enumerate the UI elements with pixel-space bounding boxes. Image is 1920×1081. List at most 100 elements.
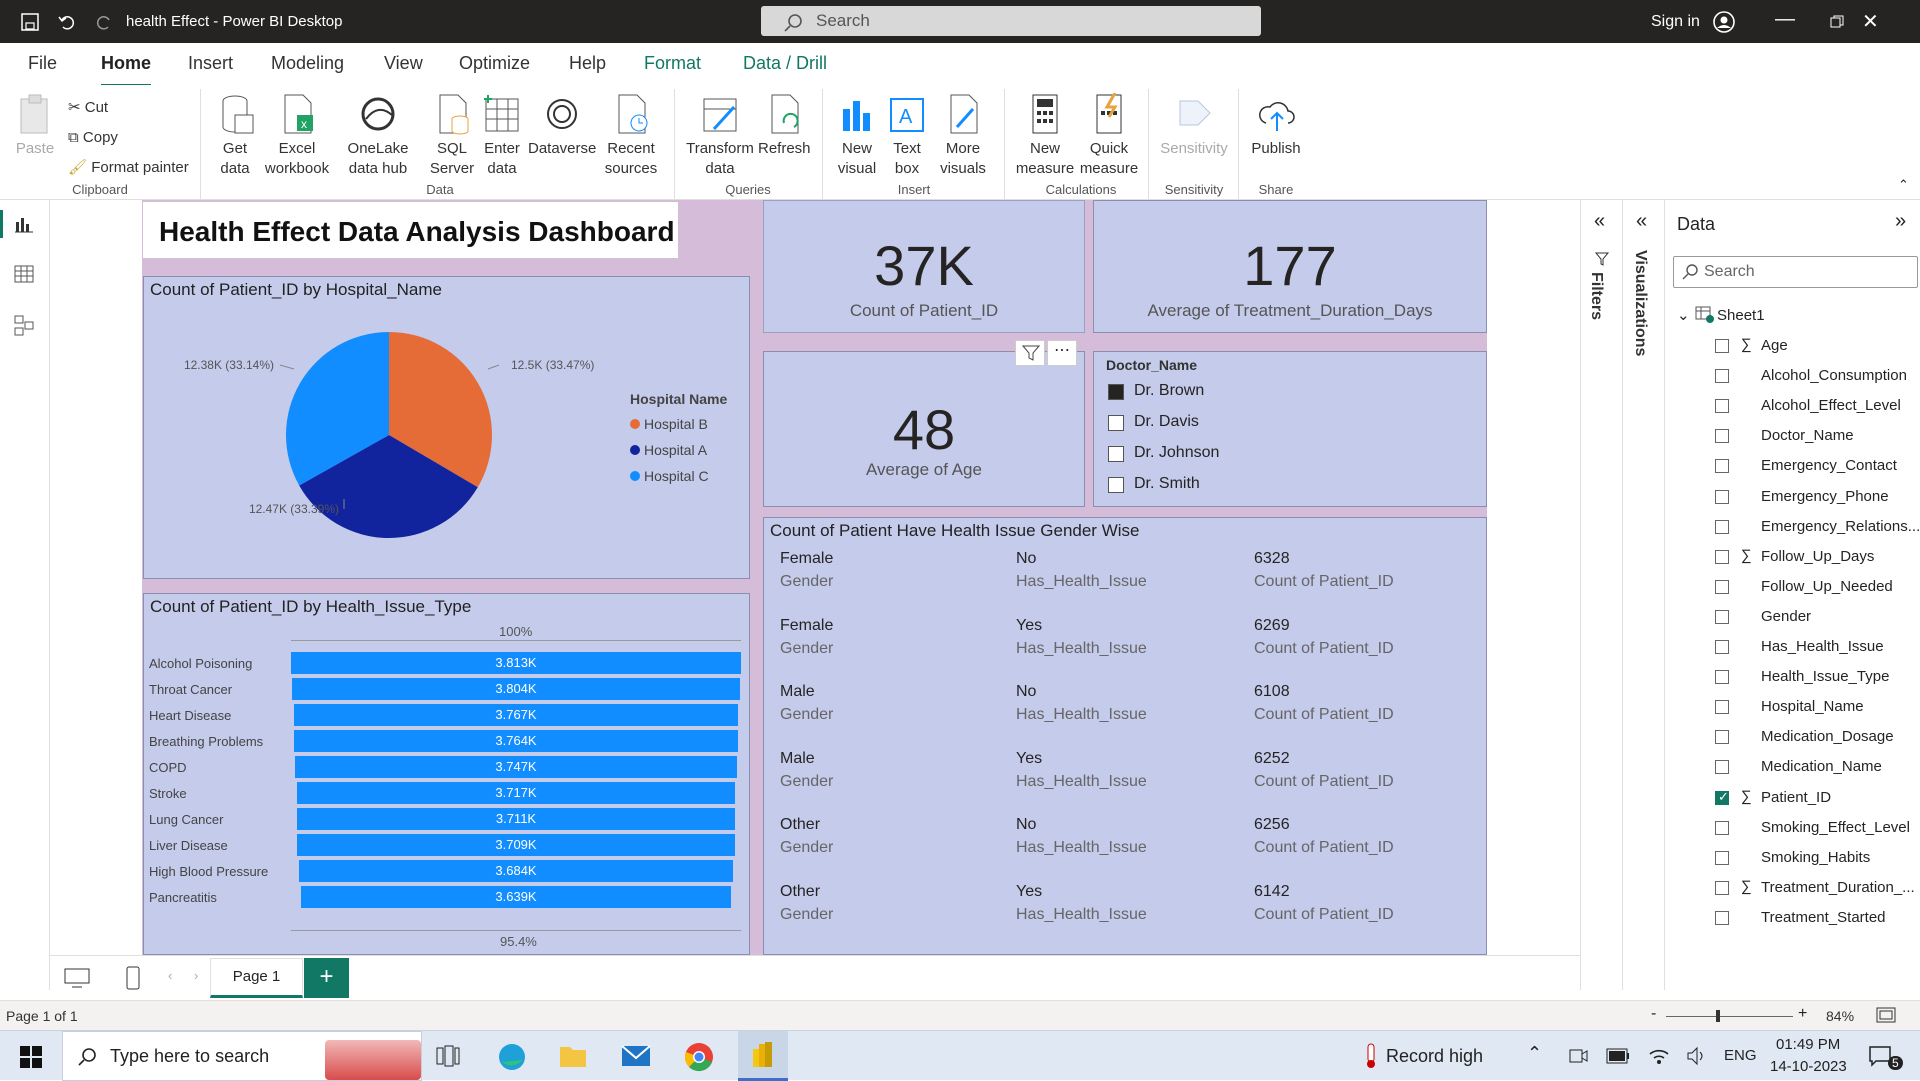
add-page-button[interactable]: +: [304, 958, 349, 998]
pie-slice-hospital-b[interactable]: [389, 332, 492, 488]
onelake-button[interactable]: OneLake data hub: [333, 93, 423, 179]
bar[interactable]: 3.711K: [297, 808, 735, 830]
next-page-icon[interactable]: ›: [194, 968, 199, 983]
notifications-icon[interactable]: [1868, 1045, 1896, 1069]
close-button[interactable]: ✕: [1862, 11, 1879, 33]
field-checkbox[interactable]: [1715, 820, 1729, 835]
expand-filters-icon[interactable]: «: [1594, 210, 1606, 232]
paste-button[interactable]: Paste: [14, 93, 56, 159]
visualizations-pane-collapsed[interactable]: « Visualizations: [1622, 200, 1664, 990]
bar[interactable]: 3.767K: [293, 704, 739, 726]
checkbox[interactable]: [1108, 415, 1124, 431]
model-view-icon[interactable]: [14, 314, 34, 336]
fit-to-page-icon[interactable]: [1876, 1007, 1896, 1025]
more-visuals-button[interactable]: More visuals: [932, 93, 994, 179]
menu-help[interactable]: Help: [569, 53, 607, 73]
field-checkbox[interactable]: [1715, 760, 1729, 775]
format-painter-button[interactable]: 🖌 Format painter: [68, 153, 189, 183]
bar[interactable]: 3.709K: [297, 834, 735, 856]
account-icon[interactable]: [1712, 10, 1736, 34]
bar[interactable]: 3.804K: [291, 678, 741, 700]
slicer-item[interactable]: Dr. Davis: [1106, 411, 1406, 437]
sign-in-link[interactable]: Sign in: [1651, 13, 1700, 30]
language-indicator[interactable]: ENG: [1724, 1047, 1757, 1064]
minimize-button[interactable]: —: [1775, 8, 1795, 30]
wifi-icon[interactable]: [1648, 1046, 1670, 1066]
menu-data-drill[interactable]: Data / Drill: [743, 53, 828, 73]
zoom-out-button[interactable]: -: [1651, 1005, 1657, 1022]
avg-age-card[interactable]: 48 Average of Age: [763, 351, 1085, 507]
pie-slice-hospital-c[interactable]: [285, 332, 389, 486]
task-view-icon[interactable]: [436, 1045, 460, 1067]
copy-button[interactable]: ⧉ Copy: [68, 123, 189, 153]
title-search-input[interactable]: Search: [761, 6, 1261, 36]
cut-button[interactable]: ✂ Cut: [68, 93, 189, 123]
powerbi-taskbar-button[interactable]: [738, 1031, 788, 1081]
new-visual-button[interactable]: New visual: [832, 93, 882, 179]
file-explorer-icon[interactable]: [558, 1043, 588, 1069]
field-checkbox[interactable]: [1715, 489, 1729, 504]
legend-item[interactable]: Hospital A: [630, 437, 709, 463]
field-checkbox[interactable]: [1715, 640, 1729, 654]
count-patient-card[interactable]: 37K Count of Patient_ID: [763, 200, 1085, 333]
visual-filter-button[interactable]: [1015, 340, 1045, 366]
weather-text[interactable]: Record high: [1386, 1046, 1484, 1066]
field-checkbox[interactable]: [1715, 369, 1729, 384]
mobile-layout-icon[interactable]: [126, 966, 140, 990]
pie-chart-visual[interactable]: Count of Patient_ID by Hospital_Name 12.…: [143, 276, 750, 579]
sensitivity-button[interactable]: Sensitivity: [1156, 93, 1232, 159]
menu-home[interactable]: Home: [101, 53, 152, 87]
publish-button[interactable]: Publish: [1248, 93, 1304, 159]
field-checkbox[interactable]: [1715, 519, 1729, 534]
report-view-icon[interactable]: [14, 214, 34, 234]
redo-icon[interactable]: [94, 12, 114, 32]
text-box-button[interactable]: A Text box: [884, 93, 930, 179]
transform-data-button[interactable]: Transform data: [684, 93, 756, 179]
taskbar-search-input[interactable]: Type here to search: [62, 1031, 422, 1081]
desktop-layout-icon[interactable]: [64, 968, 90, 988]
field-checkbox[interactable]: [1715, 459, 1729, 474]
field-checkbox[interactable]: [1715, 670, 1729, 685]
bar[interactable]: 3.747K: [294, 756, 738, 778]
legend-item[interactable]: Hospital C: [630, 463, 709, 489]
bar[interactable]: 3.717K: [296, 782, 736, 804]
clock-time[interactable]: 01:49 PM: [1776, 1036, 1841, 1053]
slicer-item[interactable]: Dr. Johnson: [1106, 442, 1406, 468]
volume-icon[interactable]: [1686, 1046, 1708, 1066]
menu-format[interactable]: Format: [644, 53, 702, 73]
field-checkbox-checked[interactable]: ✓: [1715, 789, 1729, 805]
save-icon[interactable]: [20, 12, 40, 32]
page-tab[interactable]: Page 1: [210, 958, 303, 998]
menu-modeling[interactable]: Modeling: [271, 53, 345, 73]
restore-icon[interactable]: [1830, 15, 1844, 29]
undo-icon[interactable]: [57, 12, 77, 32]
checkbox[interactable]: [1108, 446, 1124, 462]
field-checkbox[interactable]: [1715, 910, 1729, 925]
field-checkbox[interactable]: [1715, 700, 1729, 715]
refresh-button[interactable]: Refresh: [758, 93, 811, 159]
sql-server-button[interactable]: SQL Server: [428, 93, 476, 179]
gender-issue-multirow-card[interactable]: Count of Patient Have Health Issue Gende…: [763, 517, 1487, 955]
enter-data-button[interactable]: Enter data: [478, 93, 526, 179]
chevron-up-icon[interactable]: ⌃: [1527, 1043, 1543, 1063]
bar[interactable]: 3.764K: [293, 730, 739, 752]
table-node[interactable]: ⌄ Sheet1: [1677, 306, 1765, 324]
slicer-item[interactable]: Dr. Brown: [1106, 380, 1406, 406]
field-checkbox[interactable]: [1715, 339, 1729, 353]
bar[interactable]: 3.684K: [298, 860, 734, 882]
bar[interactable]: 3.639K: [301, 886, 731, 908]
get-data-button[interactable]: Get data: [210, 93, 260, 179]
doctor-slicer[interactable]: Doctor_Name Dr. Brown Dr. Davis Dr. Johnso…: [1093, 351, 1487, 507]
prev-page-icon[interactable]: ‹: [168, 968, 173, 983]
dataverse-button[interactable]: Dataverse: [528, 93, 596, 159]
menu-view[interactable]: View: [384, 53, 423, 73]
excel-workbook-button[interactable]: x Excel workbook: [262, 93, 332, 179]
edge-icon[interactable]: [497, 1042, 527, 1072]
field-checkbox[interactable]: [1715, 609, 1729, 624]
table-view-icon[interactable]: [14, 264, 34, 284]
menu-file[interactable]: File: [28, 53, 58, 73]
clock-date[interactable]: 14-10-2023: [1770, 1058, 1847, 1075]
zoom-slider-thumb[interactable]: [1716, 1010, 1720, 1022]
field-checkbox[interactable]: [1715, 429, 1729, 444]
collapse-data-pane-icon[interactable]: »: [1895, 210, 1907, 232]
